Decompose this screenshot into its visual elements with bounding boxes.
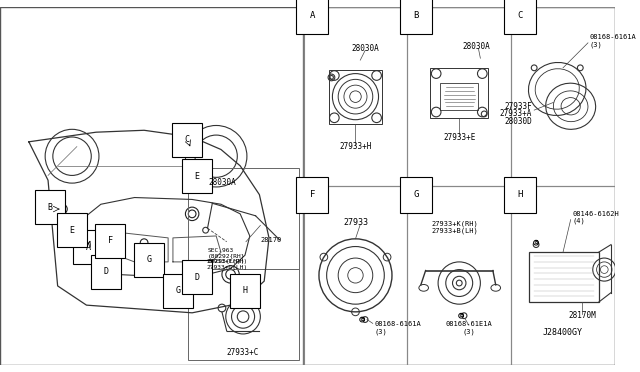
Text: H: H xyxy=(517,190,522,199)
Text: 27933+A: 27933+A xyxy=(500,109,532,118)
Text: 27933+K(RH)
27933+B(LH): 27933+K(RH) 27933+B(LH) xyxy=(431,220,478,234)
Text: 08146-6162H
(4): 08146-6162H (4) xyxy=(573,211,620,224)
Text: D: D xyxy=(103,267,108,276)
Text: B: B xyxy=(360,317,364,322)
Text: F: F xyxy=(108,236,113,245)
Bar xyxy=(303,7,407,186)
Text: 27933+F(RH)
27933+G(LH): 27933+F(RH) 27933+G(LH) xyxy=(206,259,247,270)
Bar xyxy=(407,7,511,186)
Text: B: B xyxy=(47,203,52,212)
Text: 08168-6161A
(3): 08168-6161A (3) xyxy=(590,34,637,48)
Bar xyxy=(188,269,299,360)
Text: 27933F: 27933F xyxy=(504,102,532,111)
Text: B: B xyxy=(534,240,538,245)
Text: G: G xyxy=(175,286,180,295)
Text: 28030D: 28030D xyxy=(504,117,532,126)
Text: 27933+C: 27933+C xyxy=(227,348,259,357)
Text: 28030A: 28030A xyxy=(208,178,236,187)
Text: 27933+E: 27933+E xyxy=(443,132,476,141)
Bar xyxy=(407,186,511,365)
Circle shape xyxy=(459,313,463,318)
Text: E: E xyxy=(70,226,74,235)
Text: 28170M: 28170M xyxy=(568,311,596,320)
Bar xyxy=(328,70,382,124)
Text: B: B xyxy=(460,313,463,318)
Circle shape xyxy=(360,317,365,322)
Text: D: D xyxy=(195,273,200,282)
Bar xyxy=(431,68,488,118)
Bar xyxy=(511,186,615,365)
Text: A: A xyxy=(310,12,315,20)
Bar xyxy=(529,252,598,302)
Text: 27933+H: 27933+H xyxy=(339,142,372,151)
Bar xyxy=(303,186,407,365)
Text: 08168-6161A
(3): 08168-6161A (3) xyxy=(374,321,421,335)
Bar xyxy=(188,168,299,269)
Text: 28170: 28170 xyxy=(260,237,282,243)
Text: 28030A: 28030A xyxy=(351,44,379,53)
Text: J28400GY: J28400GY xyxy=(542,328,582,337)
Text: H: H xyxy=(243,286,248,295)
Bar xyxy=(440,83,479,110)
Text: 27933: 27933 xyxy=(343,218,368,227)
Text: SEC.963
(80292{RH}
80293{LH}): SEC.963 (80292{RH} 80293{LH}) xyxy=(207,248,245,264)
Text: 28030A: 28030A xyxy=(463,42,490,51)
Text: A: A xyxy=(86,243,91,252)
Circle shape xyxy=(534,240,538,245)
Bar xyxy=(511,7,615,186)
Text: C: C xyxy=(517,12,522,20)
Text: G: G xyxy=(413,190,419,199)
Text: B: B xyxy=(413,12,419,20)
Text: C: C xyxy=(185,135,190,144)
Text: 08168-61E1A
(3): 08168-61E1A (3) xyxy=(445,321,492,335)
Text: E: E xyxy=(195,172,200,181)
Text: G: G xyxy=(147,256,152,264)
Text: F: F xyxy=(310,190,315,199)
